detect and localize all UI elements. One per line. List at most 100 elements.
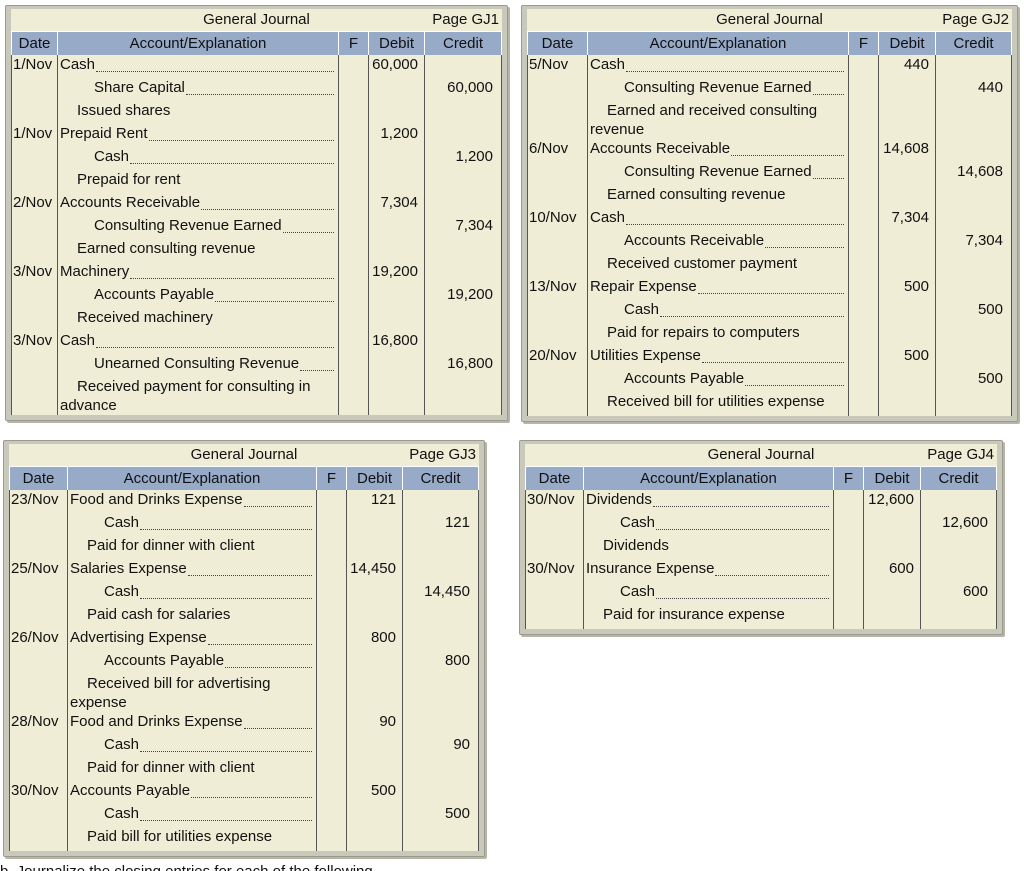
entry-date xyxy=(11,307,58,331)
entry-folio xyxy=(338,353,369,377)
entry-credit: 600 xyxy=(920,581,997,605)
entry-credit xyxy=(935,184,1012,208)
entry-account: Earned and received consulting revenue xyxy=(587,100,849,139)
entry-credit xyxy=(424,192,502,216)
journal-row: 23/Nov Food and Drinks Expense 121 xyxy=(9,489,479,513)
entry-debit: 7,304 xyxy=(878,207,936,231)
journal-page-number: Page GJ4 xyxy=(927,446,994,463)
journal-page-number: Page GJ1 xyxy=(432,11,499,28)
entry-date xyxy=(11,376,58,415)
entry-folio xyxy=(316,757,347,781)
dotted-leader xyxy=(626,223,844,225)
entry-credit: 1,200 xyxy=(424,146,502,170)
header-debit: Debit xyxy=(346,466,403,490)
entry-debit xyxy=(368,146,425,170)
dotted-leader xyxy=(765,246,844,248)
journal-row: Cash 500 xyxy=(9,803,479,827)
entry-explanation: Earned consulting revenue xyxy=(607,185,786,203)
header-account: Account/Explanation xyxy=(583,466,834,490)
entry-account: Insurance Expense xyxy=(583,558,834,582)
entry-account: Received customer payment xyxy=(587,253,849,277)
dotted-leader xyxy=(191,796,312,798)
entry-debit: 800 xyxy=(346,627,403,651)
entry-date xyxy=(527,77,588,101)
journal-row: 20/Nov Utilities Expense 500 xyxy=(527,345,1012,369)
entry-folio xyxy=(848,322,879,346)
entry-explanation: Prepaid for rent xyxy=(77,170,181,188)
entry-account: Cash xyxy=(583,512,834,536)
entry-account: Accounts Receivable xyxy=(57,192,339,216)
entry-account: Food and Drinks Expense xyxy=(67,489,317,513)
journal-row: Cash 14,450 xyxy=(9,581,479,605)
entry-folio xyxy=(338,123,369,147)
entry-folio xyxy=(833,489,864,513)
header-credit: Credit xyxy=(935,31,1012,55)
entry-date xyxy=(11,353,58,377)
entry-debit xyxy=(368,284,425,308)
entry-debit: 440 xyxy=(878,54,936,78)
debit-account-name: Dividends xyxy=(586,490,652,508)
entry-folio xyxy=(316,803,347,827)
entry-date xyxy=(9,757,68,781)
journal-gj3: General Journal Page GJ3 Date Account/Expla… xyxy=(3,440,485,857)
entry-account: Accounts Receivable xyxy=(587,138,849,162)
journal-header-row: Date Account/Explanation F Debit Credit xyxy=(525,466,997,490)
entry-debit: 90 xyxy=(346,711,403,735)
entry-folio xyxy=(338,169,369,193)
entry-account: Accounts Payable xyxy=(57,284,339,308)
entry-credit xyxy=(402,673,479,712)
entry-debit xyxy=(368,215,425,239)
entry-explanation: Received machinery xyxy=(77,308,213,326)
entry-explanation: Paid bill for utilities expense xyxy=(87,827,273,845)
debit-account-name: Accounts Receivable xyxy=(590,139,731,157)
journal-row: Accounts Payable 500 xyxy=(527,368,1012,392)
dotted-leader xyxy=(300,369,334,371)
entry-credit xyxy=(402,627,479,651)
entry-explanation: Paid for dinner with client xyxy=(87,536,255,554)
entry-date xyxy=(527,391,588,416)
header-f: F xyxy=(338,31,369,55)
entry-credit: 19,200 xyxy=(424,284,502,308)
entry-date xyxy=(9,803,68,827)
dotted-leader xyxy=(96,346,334,348)
entry-debit xyxy=(346,673,403,712)
journal-page-number: Page GJ2 xyxy=(942,11,1009,28)
journal-row: Cash 500 xyxy=(527,299,1012,323)
entry-folio xyxy=(833,604,864,629)
journal-row: 5/Nov Cash 440 xyxy=(527,54,1012,78)
entry-debit xyxy=(346,826,403,851)
entry-date: 3/Nov xyxy=(11,261,58,285)
entry-debit: 600 xyxy=(863,558,921,582)
entry-account: Earned consulting revenue xyxy=(587,184,849,208)
dotted-leader xyxy=(282,231,334,233)
entry-folio xyxy=(338,215,369,239)
journal-title: General Journal xyxy=(190,446,298,463)
entry-account: Issued shares xyxy=(57,100,339,124)
entry-date: 26/Nov xyxy=(9,627,68,651)
entry-account: Received payment for consulting in advan… xyxy=(57,376,339,415)
journal-title: General Journal xyxy=(707,446,815,463)
credit-account-name: Cash xyxy=(94,147,130,165)
dotted-leader xyxy=(701,361,844,363)
header-debit: Debit xyxy=(863,466,921,490)
entry-date xyxy=(9,535,68,559)
debit-account-name: Machinery xyxy=(60,262,130,280)
entry-date xyxy=(11,215,58,239)
entry-folio xyxy=(848,54,879,78)
entry-explanation: Paid for repairs to computers xyxy=(607,323,800,341)
header-date: Date xyxy=(11,31,58,55)
entry-credit: 60,000 xyxy=(424,77,502,101)
entry-debit: 19,200 xyxy=(368,261,425,285)
journal-row: Prepaid for rent xyxy=(11,169,502,193)
entry-account: Paid bill for utilities expense xyxy=(67,826,317,851)
journal-table: Date Account/Explanation F Debit Credit 1/Nov… xyxy=(11,31,502,415)
entry-folio xyxy=(338,146,369,170)
header-account: Account/Explanation xyxy=(587,31,849,55)
entry-explanation: Received bill for advertising expense xyxy=(70,674,271,711)
entry-debit: 500 xyxy=(346,780,403,804)
journal-row: Received machinery xyxy=(11,307,502,331)
entry-date xyxy=(527,100,588,139)
entry-debit: 1,200 xyxy=(368,123,425,147)
journal-row: 3/Nov Machinery 19,200 xyxy=(11,261,502,285)
entry-debit xyxy=(878,100,936,139)
